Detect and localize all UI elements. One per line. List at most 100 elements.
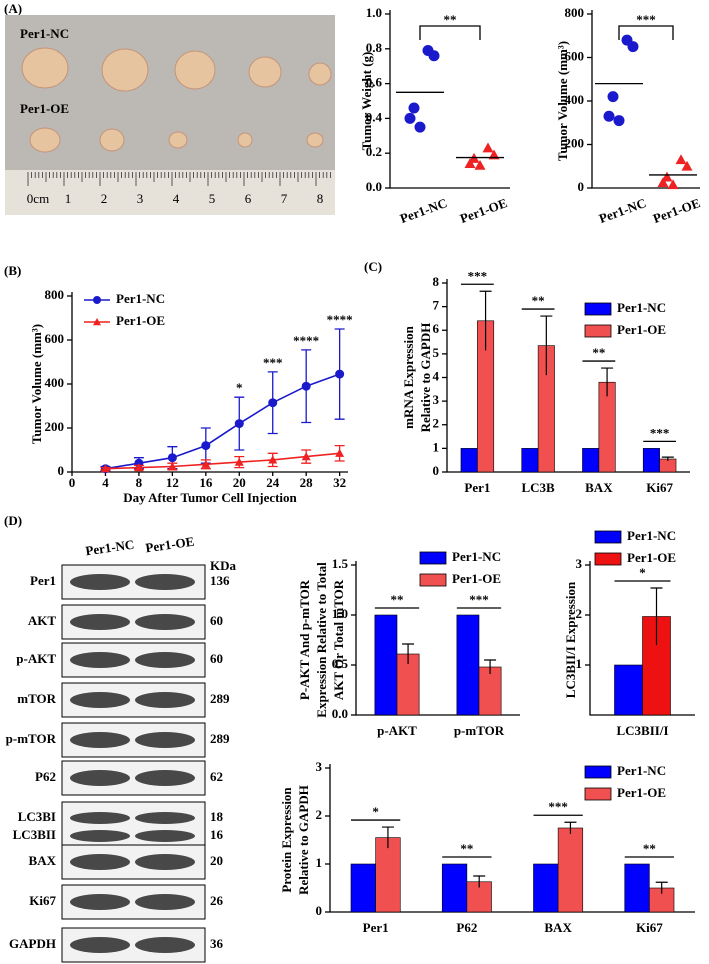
blot-kda: 26 <box>210 893 224 908</box>
blot-band <box>70 937 130 953</box>
y-tick-label: 4 <box>433 368 440 383</box>
blot-band <box>70 854 130 870</box>
y-tick-label: 1 <box>433 439 440 454</box>
x-tick-label: Ki67 <box>646 480 673 495</box>
x-tick-label: BAX <box>544 920 572 935</box>
legend-marker <box>93 296 101 304</box>
marker <box>301 381 311 391</box>
x-tick-label: Per1 <box>464 480 490 495</box>
blot-band <box>135 732 195 748</box>
significance-label: ** <box>391 592 404 607</box>
marker <box>404 112 416 124</box>
y-tick-label: 0 <box>578 179 585 194</box>
y-tick-label: 0.8 <box>366 40 383 55</box>
bar <box>456 614 480 716</box>
error-bar <box>564 821 577 834</box>
marker <box>234 419 244 429</box>
blot-kda: 136 <box>210 573 230 588</box>
bar <box>441 863 468 913</box>
significance-label: * <box>639 565 646 580</box>
panel-label: (C) <box>364 259 382 274</box>
significance-label: *** <box>636 12 656 27</box>
y-tick-label: 2 <box>576 606 583 621</box>
y-axis-label: Tumor Volume (mm³) <box>555 41 570 161</box>
x-tick-label: p-AKT <box>377 723 417 738</box>
significance-label: ** <box>643 841 656 856</box>
blot-band <box>70 692 130 708</box>
ruler-label: 5 <box>209 191 216 206</box>
y-tick-label: 1.0 <box>332 606 348 621</box>
error-bar <box>601 367 614 397</box>
error-bar <box>650 587 663 645</box>
panel-label: (B) <box>4 263 21 278</box>
y-tick-label: 600 <box>45 331 65 346</box>
y-tick-label: 5 <box>433 345 440 360</box>
significance-label: ** <box>532 293 545 308</box>
legend-swatch <box>584 302 612 316</box>
marker <box>681 160 693 171</box>
blot-row-label: P62 <box>35 769 56 784</box>
blot-header: Per1-OE <box>144 534 195 556</box>
blot-band <box>135 894 195 910</box>
ruler-label: 3 <box>137 191 144 206</box>
blot-row-label: mTOR <box>17 691 56 706</box>
x-tick-label: 16 <box>199 475 213 490</box>
error-bar <box>479 290 492 351</box>
bar <box>478 666 502 716</box>
blot-band <box>70 830 130 842</box>
marker <box>607 91 619 103</box>
y-tick-label: 0 <box>58 463 65 478</box>
blot-band <box>70 652 130 668</box>
significance-bracket <box>618 25 674 40</box>
y-tick-label: 0 <box>316 903 323 918</box>
blot-kda: 289 <box>210 691 230 706</box>
y-tick-label: 200 <box>45 419 65 434</box>
blot-row-label: Ki67 <box>29 893 56 908</box>
blot-row-label: p-mTOR <box>6 731 57 746</box>
blot-row-label: BAX <box>29 853 57 868</box>
significance-label: * <box>372 804 379 819</box>
tumor-photo: Per1-NC Per1-OE <box>5 15 335 215</box>
blot-row-label: AKT <box>28 613 57 628</box>
bar <box>582 448 600 473</box>
axis-line <box>389 10 510 189</box>
legend-label: Per1-OE <box>617 785 666 800</box>
blot-band <box>70 770 130 786</box>
y-tick-label: 2 <box>316 807 323 822</box>
y-tick-label: 0.6 <box>366 75 383 90</box>
y-tick-label: 3 <box>576 556 583 571</box>
y-tick-label: 400 <box>45 375 65 390</box>
panel-label: (A) <box>4 1 22 16</box>
x-tick-label: Per1 <box>363 920 389 935</box>
marker <box>134 463 144 472</box>
y-tick-label: 0.5 <box>332 656 349 671</box>
x-tick-label: p-mTOR <box>454 723 505 738</box>
legend-swatch <box>419 551 447 565</box>
significance-label: *** <box>469 592 489 607</box>
marker <box>474 159 486 170</box>
blot-kda: 18 <box>210 809 224 824</box>
error-bar <box>661 456 674 461</box>
y-tick-label: 0 <box>433 463 440 478</box>
bar <box>375 837 401 913</box>
bar <box>642 448 660 473</box>
ruler-label: 7 <box>281 191 288 206</box>
x-tick-label: Per1-OE <box>651 195 702 226</box>
marker <box>268 398 278 408</box>
error-bar <box>402 643 415 664</box>
ruler-label: 4 <box>173 191 180 206</box>
legend-swatch <box>594 530 622 544</box>
y-tick-label: 3 <box>433 392 440 407</box>
blot-band <box>135 830 195 842</box>
error-bar <box>655 881 668 894</box>
y-axis-label: AKT Or Total mTOR <box>331 579 346 700</box>
marker <box>167 462 177 471</box>
marker <box>613 115 625 127</box>
marker <box>167 453 177 463</box>
y-axis-label: P-AKT And p-mTOR <box>297 579 312 700</box>
series-line <box>105 452 340 470</box>
legend-swatch <box>419 573 447 587</box>
blot-band <box>135 770 195 786</box>
x-tick-label: Per1-NC <box>398 195 449 226</box>
marker <box>268 455 278 464</box>
